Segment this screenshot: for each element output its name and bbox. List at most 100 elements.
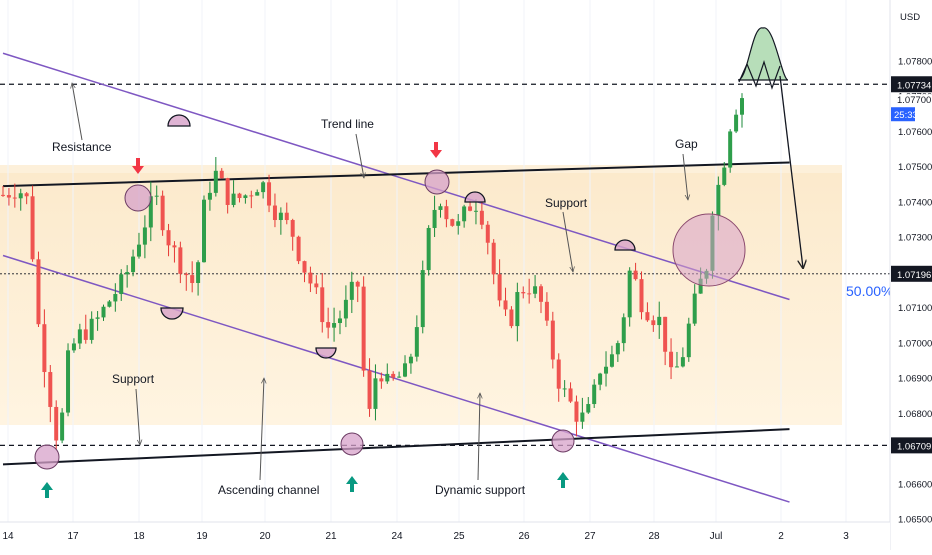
candle-75 <box>444 199 449 228</box>
candle-25 <box>148 181 153 242</box>
svg-text:1.07700: 1.07700 <box>897 95 931 106</box>
candle-101 <box>598 372 603 391</box>
y-tick-1.07800: 1.07800 <box>898 57 932 68</box>
candle-84 <box>497 259 502 307</box>
candle-72 <box>426 225 431 276</box>
candle-31 <box>184 272 189 291</box>
annotation-support-top: Support <box>545 196 588 210</box>
candle-32 <box>190 261 195 293</box>
grid <box>7 0 847 522</box>
candle-36 <box>213 157 218 197</box>
x-tick-25: 25 <box>453 531 465 542</box>
green-arrow-1 <box>41 482 53 498</box>
candle-107 <box>633 262 638 281</box>
touch-circle-5 <box>551 429 575 453</box>
half-moon-4 <box>464 191 486 203</box>
x-tick-28: 28 <box>648 531 660 542</box>
annotation-ascending-channel: Ascending channel <box>218 483 319 497</box>
candle-96 <box>568 382 573 403</box>
annotation-gap: Gap <box>675 137 698 151</box>
candle-33 <box>196 260 201 296</box>
candle-86 <box>509 306 514 329</box>
candle-100 <box>592 379 597 408</box>
candle-60 <box>355 280 360 303</box>
candle-23 <box>136 232 141 259</box>
candle-98 <box>580 397 585 429</box>
candle-35 <box>207 181 212 211</box>
candle-27 <box>160 190 165 236</box>
range-band-upper <box>0 165 842 173</box>
candle-114 <box>674 351 679 368</box>
candle-26 <box>154 185 159 206</box>
x-tick-18: 18 <box>133 531 145 542</box>
candle-2 <box>12 183 17 208</box>
candle-51 <box>302 260 307 283</box>
candle-87 <box>515 282 520 342</box>
green-arrow-2 <box>346 476 358 492</box>
half-moon-5 <box>614 239 636 251</box>
price-axis[interactable]: USD 1.07800 1.07700 1.07600 1.07500 1.07400 1… <box>889 0 932 550</box>
candle-85 <box>503 287 508 316</box>
candle-69 <box>408 353 413 374</box>
candle-52 <box>308 266 313 293</box>
candle-9 <box>54 400 59 450</box>
candle-10 <box>60 408 65 444</box>
candle-80 <box>473 199 478 225</box>
pointer-support-top <box>562 211 573 272</box>
x-tick-27: 27 <box>584 531 596 542</box>
candle-34 <box>202 195 207 263</box>
candle-123 <box>728 129 733 173</box>
candle-21 <box>125 265 130 288</box>
y-tick-1.07000: 1.07000 <box>898 338 932 349</box>
candle-7 <box>42 309 47 388</box>
touch-circle-1 <box>34 444 60 470</box>
candle-61 <box>361 276 366 377</box>
half-moon-3 <box>315 347 337 359</box>
x-tick-24: 24 <box>391 531 403 542</box>
candle-22 <box>131 249 136 277</box>
pointer-support-bottom <box>135 388 140 445</box>
time-axis[interactable]: 14 17 18 19 20 21 24 25 26 27 28 Jul 2 3 <box>0 521 890 550</box>
candle-18 <box>107 300 112 308</box>
candle-82 <box>485 221 490 255</box>
candle-105 <box>621 313 626 352</box>
candle-116 <box>686 317 691 362</box>
pointer-trend-line <box>355 133 364 178</box>
candle-13 <box>77 323 82 350</box>
svg-text:1.07734: 1.07734 <box>897 80 931 91</box>
pointer-ascending-channel <box>259 378 264 481</box>
candle-37 <box>219 168 224 179</box>
pointer-resistance <box>72 83 83 141</box>
gap-circle <box>672 213 746 287</box>
markers <box>34 27 803 498</box>
candle-88 <box>521 286 526 299</box>
half-moon-2 <box>160 307 184 320</box>
candle-43 <box>255 189 260 196</box>
candle-117 <box>692 284 697 326</box>
candle-93 <box>550 311 555 369</box>
candle-44 <box>261 180 266 199</box>
candle-115 <box>680 347 685 368</box>
fib-label: 50.00% <box>846 283 893 299</box>
candle-65 <box>385 363 390 384</box>
price-label-1.07196: 1.07196 <box>891 265 932 282</box>
candle-73 <box>432 195 437 237</box>
svg-text:1.06709: 1.06709 <box>897 441 931 452</box>
candle-67 <box>397 371 402 378</box>
candle-104 <box>615 340 620 362</box>
x-tick-20: 20 <box>259 531 271 542</box>
countdown-text: 25:33 <box>894 110 918 121</box>
candle-16 <box>95 311 100 331</box>
y-tick-1.07400: 1.07400 <box>898 197 932 208</box>
projection-zigzag <box>738 60 781 90</box>
candle-74 <box>438 203 443 218</box>
candle-113 <box>669 338 674 380</box>
x-tick-26: 26 <box>518 531 530 542</box>
candle-17 <box>101 304 106 321</box>
x-tick-14: 14 <box>2 531 14 542</box>
candle-63 <box>373 364 378 421</box>
candle-64 <box>379 372 384 389</box>
annotation-trend-line: Trend line <box>321 117 374 131</box>
